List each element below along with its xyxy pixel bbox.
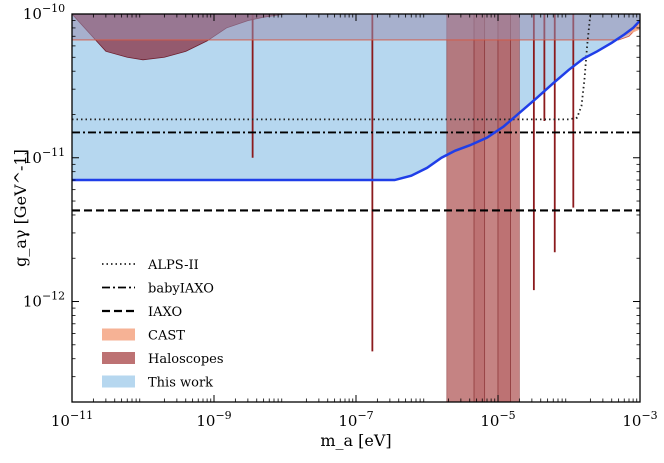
- haloscope-region: [484, 14, 499, 402]
- legend-label-alps-ii: ALPS-II: [147, 258, 199, 273]
- x-tick-label: 10−3: [622, 409, 657, 430]
- alps-ii-line: [72, 14, 592, 121]
- x-tick-label: 10−7: [338, 409, 373, 430]
- x-tick-label: 10−9: [196, 409, 231, 430]
- legend-label-haloscopes: Haloscopes: [148, 352, 224, 367]
- legend-swatch-haloscopes: [102, 352, 135, 364]
- y-tick-label: 10−10: [23, 2, 65, 23]
- legend: ALPS-II babyIAXO IAXO CAST Haloscopes This wo…: [102, 258, 224, 391]
- y-tick-label: 10−12: [23, 290, 65, 311]
- haloscope-region: [473, 14, 486, 402]
- legend-swatch-this-work: [102, 375, 135, 388]
- x-axis-label: m_a [eV]: [320, 431, 391, 450]
- x-tick-label: 10−11: [51, 409, 93, 430]
- legend-label-babyiaxo: babyIAXO: [148, 282, 214, 297]
- haloscope-region: [510, 14, 520, 402]
- haloscope-region: [446, 14, 475, 402]
- plot-area: [72, 14, 640, 402]
- legend-swatch-cast: [102, 328, 135, 341]
- legend-label-cast: CAST: [148, 329, 185, 344]
- this-work-line: [72, 19, 640, 182]
- haloscope-region: [497, 14, 511, 402]
- y-axis-label: g_aγ [GeV^-1]: [11, 149, 30, 267]
- legend-label-this-work: This work: [148, 376, 213, 391]
- legend-label-iaxo: IAXO: [148, 305, 182, 320]
- x-tick-label: 10−5: [480, 409, 515, 430]
